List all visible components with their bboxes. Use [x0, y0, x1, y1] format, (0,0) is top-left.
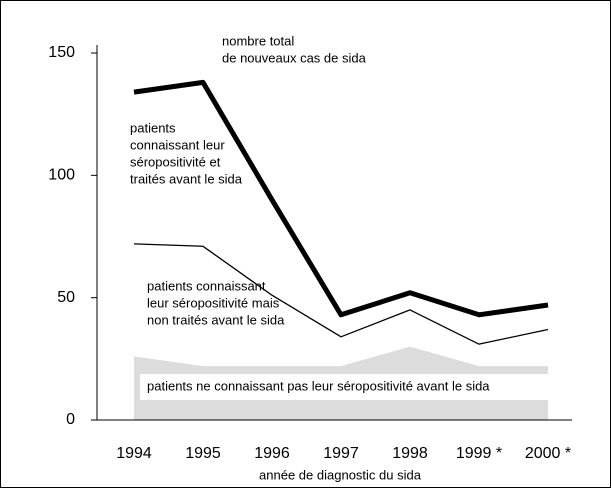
- annotation: patients: [130, 120, 176, 135]
- annotation: patients ne connaissant pas leur séropos…: [147, 378, 490, 393]
- x-axis-label: année de diagnostic du sida: [259, 467, 422, 482]
- y-tick-label: 100: [48, 167, 75, 184]
- x-tick-label: 1995: [185, 445, 221, 462]
- annotation: non traités avant le sida: [147, 312, 285, 327]
- line: [133, 79, 549, 318]
- y-tick-label: 0: [66, 411, 75, 428]
- y-tick-label: 150: [48, 44, 75, 61]
- x-tick-label: 2000 *: [525, 445, 571, 462]
- x-tick-label: 1997: [323, 445, 359, 462]
- annotation: traités avant le sida: [130, 171, 243, 186]
- annotation: connaissant leur: [130, 137, 225, 152]
- annotation: nombre total: [222, 33, 294, 48]
- y-tick-label: 50: [57, 289, 75, 306]
- line: [133, 243, 549, 345]
- x-tick-label: 1994: [116, 445, 152, 462]
- annotation: séropositivité et: [130, 154, 221, 169]
- annotation: leur séropositivité mais: [147, 295, 280, 310]
- x-tick-label: 1999 *: [456, 445, 502, 462]
- x-tick-label: 1996: [254, 445, 290, 462]
- x-tick-label: 1998: [392, 445, 428, 462]
- annotation: de nouveaux cas de sida: [222, 50, 367, 65]
- label-box: [140, 374, 556, 400]
- annotation: patients connaissant: [147, 278, 266, 293]
